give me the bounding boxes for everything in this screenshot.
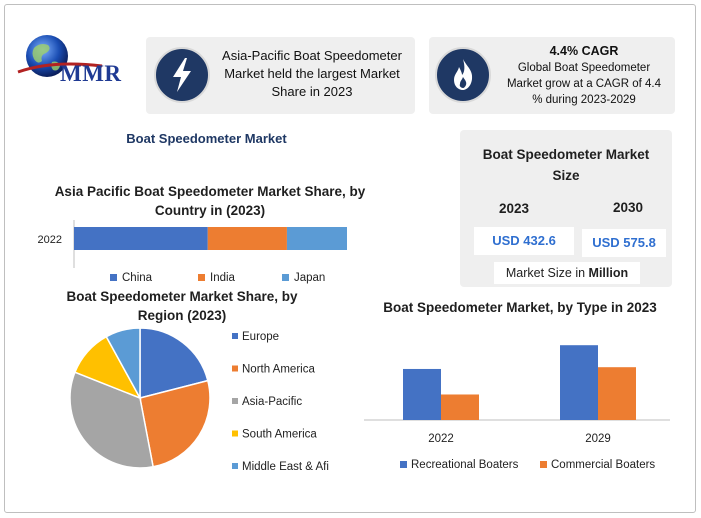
legend-swatch-north-america	[232, 365, 238, 372]
legend-swatch-japan	[282, 274, 289, 281]
country-share-chart: 2022 China India Japan	[30, 220, 360, 290]
globe-logo-icon	[17, 35, 103, 77]
region-share-chart-svg: Europe North America Asia-Pacific South Ame…	[69, 327, 329, 473]
legend-swatch-europe	[232, 333, 238, 339]
cagr-heading: 4.4% CAGR	[549, 44, 619, 58]
legend-label-north-america: North America	[242, 364, 315, 376]
market-size-unit: Market Size in Million	[494, 262, 640, 284]
info-card-1-text: Asia-Pacific Boat Speedometer Market hel…	[222, 48, 402, 99]
legend-label-europe: Europe	[242, 331, 279, 343]
legend-swatch-middle-east-afi	[232, 463, 238, 469]
market-size-value-2023: USD 432.6	[474, 227, 574, 255]
pie-slice-north-america	[139, 379, 211, 468]
legend-swatch-china	[110, 274, 117, 281]
legend-label-asia-pacific: Asia-Pacific	[242, 396, 302, 408]
bar-recreational-boaters-2022	[403, 368, 441, 420]
legend-label-south-america: South America	[242, 429, 317, 441]
region-share-chart-title: Boat Speedometer Market Share, by Region…	[66, 289, 298, 323]
legend-swatch-recreational-boaters	[400, 461, 407, 468]
market-size-value-2030: USD 575.8	[582, 229, 666, 257]
type-chart-title: Boat Speedometer Market, by Type in 2023	[383, 300, 657, 315]
x-tick-label-2022: 2022	[428, 433, 454, 445]
legend-label-recreational-boaters: Recreational Boaters	[411, 459, 519, 471]
legend-label-china: China	[122, 272, 153, 284]
bar-segment-china	[74, 227, 208, 250]
region-share-chart: Europe North America Asia-Pacific South Ame…	[60, 322, 360, 482]
market-size-year-2030: 2030	[612, 200, 644, 215]
flame-icon	[435, 47, 491, 103]
country-share-chart-svg: 2022 China India Japan	[38, 220, 347, 284]
type-chart: 2022 2029 Recreational Boaters Commercial B…	[362, 330, 672, 480]
info-card-cagr: 4.4% CAGR Global Boat Speedometer Market…	[429, 37, 675, 114]
market-size-card: Boat Speedometer Market Size 2023 2030 U…	[460, 130, 672, 287]
market-size-title: Boat Speedometer Market Size	[482, 147, 650, 183]
legend-label-japan: Japan	[294, 272, 325, 284]
market-title: Boat Speedometer Market	[126, 131, 287, 146]
mmr-logo: MMR	[12, 32, 142, 92]
legend-label-middle-east-afi: Middle East & Afi	[242, 461, 329, 473]
legend-swatch-south-america	[232, 430, 238, 437]
pie-slice-middle-east-afi	[105, 327, 141, 399]
y-tick-label: 2022	[38, 234, 62, 246]
bar-segment-india	[207, 227, 287, 250]
pie-slice-asia-pacific	[69, 371, 154, 469]
legend-label-india: India	[210, 272, 236, 284]
country-share-chart-title: Asia Pacific Boat Speedometer Market Sha…	[54, 184, 366, 218]
logo-text: MMR	[60, 61, 122, 86]
market-size-year-2023: 2023	[498, 201, 530, 216]
x-tick-label-2029: 2029	[585, 433, 611, 445]
bar-segment-japan	[286, 227, 347, 250]
bar-recreational-boaters-2029	[560, 345, 598, 420]
legend-label-commercial-boaters: Commercial Boaters	[551, 459, 655, 471]
legend-swatch-commercial-boaters	[540, 461, 547, 468]
legend-swatch-asia-pacific	[232, 398, 238, 404]
bar-commercial-boaters-2022	[441, 394, 479, 420]
lightning-bolt-icon	[154, 47, 210, 103]
type-chart-svg: 2022 2029 Recreational Boaters Commercial B…	[364, 345, 670, 471]
info-card-2-text: 4.4% CAGR Global Boat Speedometer Market…	[495, 42, 673, 108]
info-card-largest-share: Asia-Pacific Boat Speedometer Market hel…	[146, 37, 415, 114]
bar-commercial-boaters-2029	[598, 367, 636, 420]
legend-swatch-india	[198, 274, 205, 281]
pie-slice-europe	[139, 327, 209, 399]
